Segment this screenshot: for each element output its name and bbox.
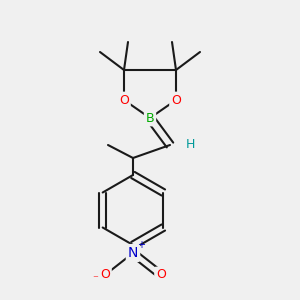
Text: B: B	[146, 112, 154, 124]
Text: ⁻: ⁻	[92, 274, 98, 284]
Text: N: N	[128, 246, 138, 260]
Text: O: O	[156, 268, 166, 281]
Text: O: O	[100, 268, 110, 281]
Text: H: H	[185, 139, 195, 152]
Text: O: O	[171, 94, 181, 106]
Text: +: +	[137, 240, 145, 250]
Text: O: O	[119, 94, 129, 106]
